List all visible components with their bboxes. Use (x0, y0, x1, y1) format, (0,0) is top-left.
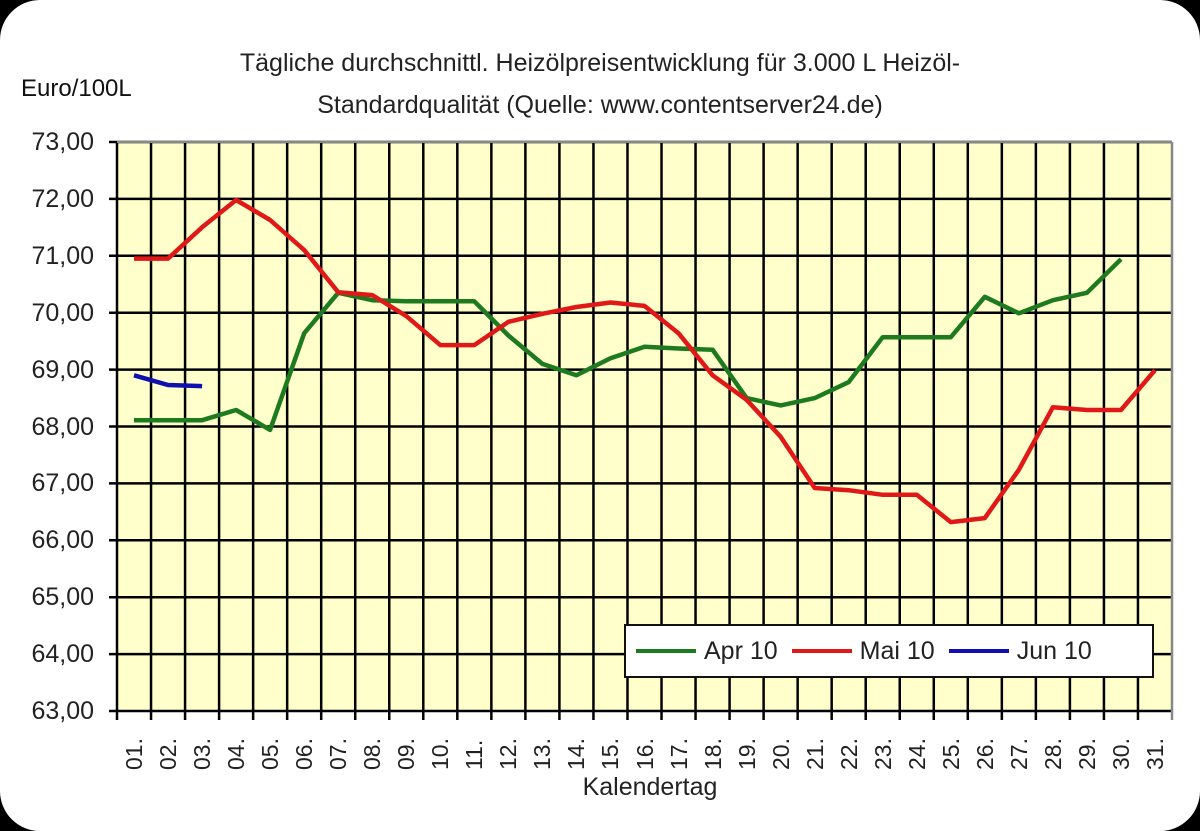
x-tick-label: 17. (665, 738, 692, 770)
legend-swatch-apr (636, 649, 696, 653)
series-line-jun-10 (133, 373, 203, 389)
x-tick-label: 19. (733, 738, 760, 770)
x-tick-label: 30. (1107, 738, 1134, 770)
x-tick-label: 24. (903, 738, 930, 770)
x-tick-label: 23. (869, 738, 896, 770)
x-tick-label: 21. (801, 738, 828, 770)
x-tick-label: 14. (563, 738, 590, 770)
y-tick-label: 73,00 (31, 128, 94, 156)
y-tick-label: 71,00 (31, 241, 94, 270)
y-tick-label: 66,00 (31, 526, 94, 555)
x-tick-label: 10. (427, 738, 454, 770)
x-tick-label: 29. (1073, 738, 1100, 770)
legend-label-apr: Apr 10 (704, 636, 778, 665)
legend-swatch-mai (791, 649, 852, 653)
legend-label-mai: Mai 10 (859, 636, 935, 665)
x-tick-label: 16. (631, 738, 658, 770)
x-tick-label: 01. (121, 738, 148, 770)
x-tick-label: 15. (597, 738, 624, 770)
y-tick-label: 64,00 (31, 640, 94, 669)
x-tick-label: 18. (699, 738, 726, 770)
x-tick-label: 04. (223, 738, 250, 770)
x-tick-label: 09. (393, 738, 420, 770)
chart-title-line2: Standardqualität (Quelle: www.contentser… (317, 91, 883, 119)
legend: Apr 10 Mai 10 Jun 10 (624, 624, 1154, 678)
x-tick-label: 06. (291, 738, 318, 770)
y-axis-label: Euro/100L (21, 75, 132, 102)
legend-swatch-jun (948, 649, 1009, 653)
x-tick-label: 02. (155, 738, 182, 770)
x-tick-label: 28. (1039, 738, 1066, 770)
series-line-apr-10 (134, 257, 1123, 433)
x-tick-label: 26. (971, 738, 998, 770)
x-tick-label: 22. (835, 738, 862, 770)
x-tick-label: 12. (495, 738, 522, 770)
series-line-mai-10 (134, 197, 1157, 525)
y-tick-label: 63,00 (31, 697, 94, 725)
legend-label-jun: Jun 10 (1016, 636, 1092, 665)
chart-title: Tägliche durchschnittl. Heizölpreisentwi… (0, 42, 1200, 126)
chart-title-line1: Tägliche durchschnittl. Heizölpreisentwi… (239, 49, 961, 77)
legend-item-mai: Mai 10 (791, 636, 935, 666)
x-tick-label: 07. (325, 738, 352, 770)
x-tick-label: 08. (359, 738, 386, 770)
x-axis-label: Kalendertag (582, 773, 718, 801)
x-tick-label: 31. (1141, 738, 1168, 770)
y-tick-label: 65,00 (31, 583, 94, 612)
legend-item-apr: Apr 10 (636, 637, 778, 666)
x-tick-label: 11. (461, 739, 488, 770)
x-tick-label: 03. (189, 738, 216, 770)
x-tick-label: 25. (937, 738, 964, 770)
y-tick-label: 72,00 (31, 184, 94, 213)
y-tick-label: 68,00 (31, 412, 94, 441)
x-tick-label: 20. (767, 738, 794, 770)
x-tick-label: 27. (1005, 738, 1032, 770)
x-tick-label: 05. (257, 738, 284, 770)
y-tick-label: 67,00 (31, 469, 94, 498)
legend-item-jun: Jun 10 (948, 636, 1092, 666)
y-tick-label: 70,00 (31, 298, 94, 327)
x-tick-label: 13. (529, 738, 556, 770)
y-tick-label: 69,00 (31, 355, 94, 384)
